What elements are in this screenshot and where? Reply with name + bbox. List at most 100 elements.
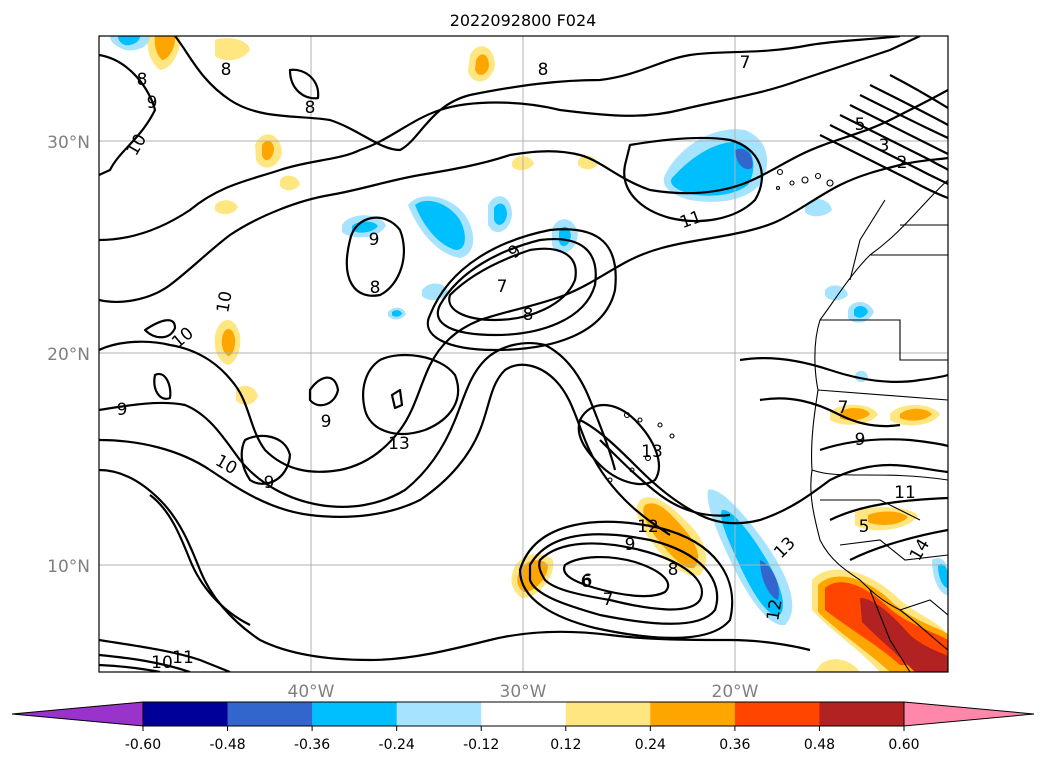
contour-front-4 [849,104,948,155]
shade-neg-ctr1-2 [415,200,465,250]
contour-front-3 [839,114,948,171]
lat-label-20n: 20°N [47,345,90,365]
shade-neg-north-2 [670,141,754,196]
shade-pos-small-12b [868,511,908,525]
shade-pos-small-4 [280,175,300,191]
colorbar-frame [142,701,905,727]
contour-mid-2 [99,342,617,508]
shade-pos-small-1 [236,385,258,405]
colorbar-tick-label: 0.24 [635,737,666,753]
contour-closed-5 [448,247,577,322]
contour-label: 9 [625,535,636,555]
shade-neg-east2 [805,198,832,217]
map-frame [98,35,949,673]
colorbar-segment [227,702,313,726]
shade-pos-small-8 [215,38,250,61]
shade-pos-small-2 [215,200,238,215]
contour-small-6 [390,388,404,410]
border-9 [899,599,948,616]
contour-label: 9 [369,230,380,250]
contour-north-1 [99,53,157,177]
contour-closed-3 [623,136,763,223]
shade-neg-ctr5 [422,283,448,301]
canary-islands [775,168,834,191]
shade-pos-20n-2 [221,329,236,356]
border-6 [820,499,921,521]
contour-label: 8 [538,60,549,80]
contour-label: 8 [523,305,534,325]
shade-neg-ctr2-2 [494,203,507,225]
contour-label: 11 [894,483,916,503]
shade-neg-east1-3 [760,560,779,600]
colorbar-tick-label: -0.12 [463,737,499,753]
contour-spiral-4 [562,555,670,598]
contour-label: 2 [897,153,908,173]
lat-label-30n: 30°N [47,133,90,153]
colorbar-segment [734,702,820,726]
contour-spiral-1 [538,542,703,611]
colorbar-tick-label: 0.36 [719,737,750,753]
colorbar-extend-min [11,701,144,727]
shade-pos-africa-5 [815,659,860,672]
contour-south-1 [99,468,811,662]
lon-label-40w: 40°W [288,682,335,702]
contour-label: 9 [855,430,866,450]
contour-front-1 [819,134,948,200]
contour-label: 11 [172,648,194,668]
border-8 [869,589,911,672]
colorbar-segment [143,702,229,726]
contour-label: 7 [497,277,508,297]
contour-small-1 [143,319,177,339]
contour-north-2 [174,36,901,152]
shade-pos-small-9b [154,36,176,60]
colorbar-segment [481,702,567,726]
contour-label: 8 [137,70,148,90]
contour-label: 5 [855,115,866,135]
contour-north-3 [99,36,921,242]
contour-closed-7 [426,228,617,352]
contour-small-5 [308,376,340,407]
contour-ne-6 [739,356,948,384]
map-title: 2022092800 F024 [450,11,597,30]
contour-front-6 [869,84,948,126]
colorbar-tick-label: -0.36 [294,737,330,753]
contour-label: 13 [388,434,410,454]
colorbar-segment [312,702,398,726]
contour-small-4 [240,434,292,485]
colorbar-tick-label: 0.60 [888,737,919,753]
contour-bottom-3 [99,663,161,672]
colorbar-tick-label: -0.48 [209,737,245,753]
shade-pos-africa-4 [860,598,948,672]
shade-neg-nw-2 [118,36,140,46]
contour-ne-3 [819,438,948,452]
contour-label: 5 [859,517,870,537]
shade-neg-east3b [854,306,868,318]
contour-front-5 [859,94,948,139]
border-3 [820,319,948,361]
colorbar-segment [565,702,651,726]
contour-label: 9 [264,473,275,493]
contour-label: 8 [370,278,381,298]
contour-closed-1 [345,216,405,297]
border-7 [839,539,948,561]
lat-label-10n: 10°N [47,557,90,577]
shade-neg-north-3 [735,148,753,170]
coast-africa [810,179,948,651]
contour-small-3 [288,68,320,100]
contour-label: 7 [740,53,751,73]
lon-label-20w: 20°W [712,682,759,702]
colorbar-tick-label: 0.48 [804,737,835,753]
contour-spiral-3 [518,520,734,639]
contour-label: 9 [117,400,128,420]
contour-closed-6 [436,238,597,337]
shade-pos-small-3b [262,140,274,161]
contour-bottom-1 [99,638,231,672]
shade-pos-small-5b [475,54,489,75]
contour-label: 12 [637,517,659,537]
contour-north-4 [99,89,948,303]
contour-spiral-2 [528,533,719,625]
contour-front-2 [829,124,948,185]
contour-label: 9 [321,412,332,432]
contour-label: 6 [582,571,593,591]
contour-label: 10 [213,290,236,315]
